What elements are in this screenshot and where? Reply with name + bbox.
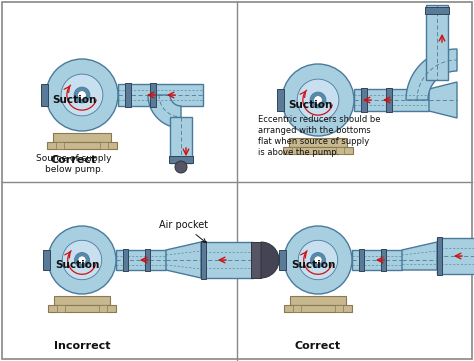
Circle shape: [298, 240, 337, 280]
Bar: [283, 147, 353, 154]
Circle shape: [314, 96, 322, 104]
Circle shape: [284, 226, 352, 294]
Bar: [170, 117, 192, 163]
Bar: [289, 138, 347, 147]
Bar: [277, 89, 284, 111]
Bar: [57, 305, 65, 312]
Text: Suction: Suction: [55, 260, 99, 270]
Circle shape: [74, 253, 90, 268]
Bar: [292, 147, 300, 154]
Circle shape: [310, 253, 326, 268]
Circle shape: [78, 91, 86, 99]
Bar: [359, 249, 365, 271]
Circle shape: [314, 256, 322, 264]
Bar: [150, 83, 156, 107]
Bar: [284, 305, 352, 312]
Bar: [44, 250, 51, 270]
Bar: [125, 83, 131, 107]
Wedge shape: [261, 242, 279, 278]
Bar: [251, 242, 261, 278]
Bar: [47, 142, 117, 149]
Circle shape: [74, 87, 90, 103]
Circle shape: [78, 256, 86, 264]
Bar: [426, 5, 448, 80]
Bar: [382, 249, 386, 271]
Text: Correct: Correct: [51, 155, 97, 165]
Bar: [437, 238, 474, 274]
Bar: [438, 237, 443, 275]
Bar: [56, 142, 64, 149]
Circle shape: [282, 64, 354, 136]
Text: Suction: Suction: [291, 260, 335, 270]
Bar: [48, 305, 116, 312]
Bar: [54, 296, 110, 305]
Circle shape: [46, 59, 118, 131]
Polygon shape: [166, 242, 201, 278]
Bar: [290, 296, 346, 305]
Bar: [335, 305, 343, 312]
Bar: [42, 84, 48, 106]
Bar: [336, 147, 344, 154]
Bar: [361, 88, 367, 112]
Polygon shape: [406, 49, 457, 100]
Circle shape: [310, 92, 326, 108]
Bar: [293, 305, 301, 312]
Text: Suction: Suction: [288, 100, 332, 110]
Text: Incorrect: Incorrect: [54, 341, 110, 351]
Bar: [386, 88, 392, 112]
Circle shape: [175, 161, 187, 173]
Bar: [201, 241, 207, 279]
Circle shape: [297, 79, 339, 121]
Circle shape: [62, 240, 102, 280]
Circle shape: [48, 226, 116, 294]
Text: Air pocket: Air pocket: [159, 220, 209, 243]
Polygon shape: [429, 82, 457, 118]
Bar: [99, 305, 107, 312]
Bar: [169, 156, 193, 162]
Polygon shape: [402, 242, 437, 270]
Bar: [118, 84, 203, 106]
Polygon shape: [148, 95, 181, 128]
Text: Correct: Correct: [295, 341, 341, 351]
Text: Suction: Suction: [52, 95, 96, 105]
Bar: [425, 6, 449, 13]
Bar: [201, 242, 253, 278]
Bar: [100, 142, 108, 149]
Bar: [354, 89, 429, 111]
Text: Eccentric reducers should be
arranged with the bottoms
flat when source of suppl: Eccentric reducers should be arranged wi…: [258, 115, 381, 157]
Bar: [352, 250, 402, 270]
Bar: [124, 249, 128, 271]
Text: Source of supply
below pump.: Source of supply below pump.: [36, 154, 112, 174]
Circle shape: [61, 74, 103, 116]
Bar: [53, 133, 111, 142]
Bar: [280, 250, 286, 270]
Bar: [116, 250, 166, 270]
Bar: [146, 249, 151, 271]
